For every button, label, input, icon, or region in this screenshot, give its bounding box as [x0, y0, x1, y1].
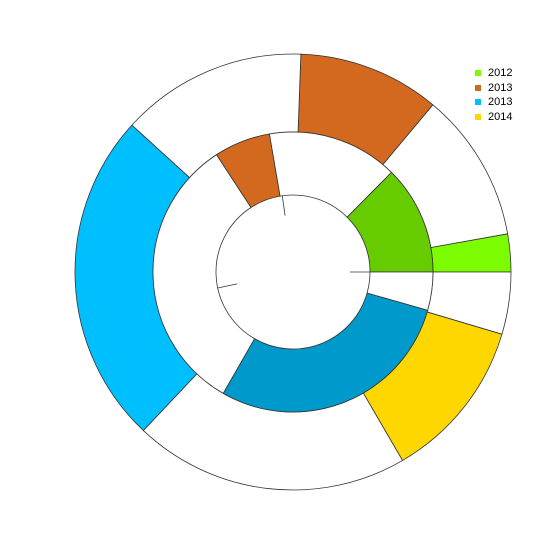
legend-label-2014: 2014	[488, 110, 513, 123]
legend-item-2013-blue: 2013	[475, 95, 512, 110]
legend: 2012 2013 2013 2014	[475, 66, 512, 124]
center-tick-2	[281, 195, 286, 216]
legend-swatch-2013-blue	[475, 99, 481, 106]
legend-label-2012: 2012	[488, 67, 513, 80]
legend-item-2014: 2014	[475, 110, 512, 125]
legend-item-2012: 2012	[475, 66, 512, 81]
ring-2-slice-5	[222, 292, 429, 413]
legend-item-2013-orange: 2013	[475, 81, 512, 96]
legend-swatch-2013-orange	[475, 84, 481, 91]
legend-swatch-2014	[475, 113, 481, 120]
legend-swatch-2012	[475, 70, 481, 77]
legend-label-2013-blue: 2013	[488, 96, 513, 109]
center-tick-3	[217, 283, 238, 289]
ring-2-slice-4	[152, 154, 256, 394]
legend-label-2013-orange: 2013	[488, 81, 513, 94]
